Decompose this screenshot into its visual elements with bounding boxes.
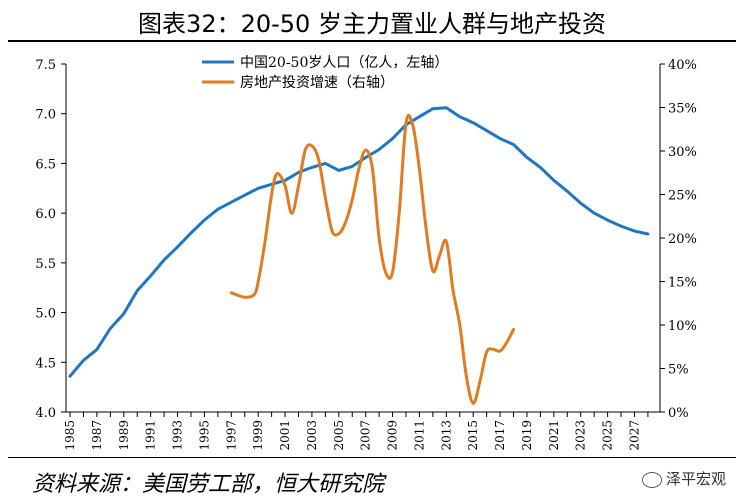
right-tick-label: 10% xyxy=(668,319,697,334)
x-tick-label: 1991 xyxy=(144,420,158,451)
watermark-label: 泽平宏观 xyxy=(665,470,726,488)
x-tick-label: 2023 xyxy=(574,420,588,451)
x-tick-label: 1993 xyxy=(171,420,185,451)
investment-series-line xyxy=(229,113,515,405)
right-tick-label: 0% xyxy=(668,406,689,421)
wechat-icon xyxy=(641,471,662,488)
x-tick-label: 1997 xyxy=(224,420,238,451)
x-tick-label: 2013 xyxy=(439,420,453,451)
x-tick-label: 1985 xyxy=(63,420,77,451)
right-tick-label: 30% xyxy=(668,145,697,160)
x-tick-label: 1999 xyxy=(251,420,265,451)
left-tick-label: 6.0 xyxy=(35,207,56,222)
top-rule xyxy=(8,40,736,42)
x-tick-label: 2005 xyxy=(332,420,346,451)
source-note: 资料来源：美国劳工部，恒大研究院 xyxy=(32,472,385,497)
chart: 4.0 4.5 5.0 5.5 6.0 6.5 7.0 7.5 0% 5% 10% 15% 20% 25%… xyxy=(35,55,697,451)
axes-group: 4.0 4.5 5.0 5.5 6.0 6.5 7.0 7.5 0% 5% 10% 15% 20% 25%… xyxy=(35,58,697,451)
legend-investment-label: 房地产投资增速（右轴） xyxy=(240,75,394,91)
x-tick-label: 1989 xyxy=(117,420,131,451)
right-tick-label: 35% xyxy=(668,102,697,117)
x-tick-label: 2015 xyxy=(466,420,480,451)
left-tick-label: 7.5 xyxy=(35,58,56,73)
watermark: 泽平宏观 xyxy=(641,468,726,489)
x-tick-label: 2003 xyxy=(305,420,319,451)
right-tick-label: 25% xyxy=(668,189,697,204)
left-tick-label: 7.0 xyxy=(35,108,56,123)
x-tick-label: 2011 xyxy=(412,420,426,451)
x-tick-label: 2017 xyxy=(493,420,507,451)
x-tick-label: 2001 xyxy=(278,420,292,451)
series-group xyxy=(68,106,650,405)
x-tick-label: 2021 xyxy=(547,420,561,451)
right-tick-label: 5% xyxy=(668,363,689,378)
chart-title: 图表32：20-50 岁主力置业人群与地产投资 xyxy=(138,10,606,38)
left-tick-label: 6.5 xyxy=(35,157,56,172)
right-tick-label: 20% xyxy=(668,232,697,247)
x-tick-label: 2027 xyxy=(627,420,641,451)
left-tick-label: 5.5 xyxy=(35,257,56,272)
x-tick-label: 2019 xyxy=(520,420,534,451)
bottom-rule xyxy=(8,457,736,458)
x-tick-label: 2007 xyxy=(359,420,373,451)
population-series-line xyxy=(68,106,650,378)
left-tick-label: 4.0 xyxy=(35,406,56,421)
x-tick-label: 2025 xyxy=(601,420,615,451)
legend: 中国20-50岁人口（亿人，左轴） 房地产投资增速（右轴） xyxy=(202,55,448,91)
left-tick-label: 4.5 xyxy=(35,356,56,371)
x-tick-label: 1987 xyxy=(90,420,104,451)
left-tick-label: 5.0 xyxy=(35,307,56,322)
legend-population-label: 中国20-50岁人口（亿人，左轴） xyxy=(240,55,448,71)
right-tick-label: 40% xyxy=(668,58,697,73)
x-tick-label: 2009 xyxy=(386,420,400,451)
x-tick-label: 1995 xyxy=(197,420,211,451)
right-tick-label: 15% xyxy=(668,276,697,291)
